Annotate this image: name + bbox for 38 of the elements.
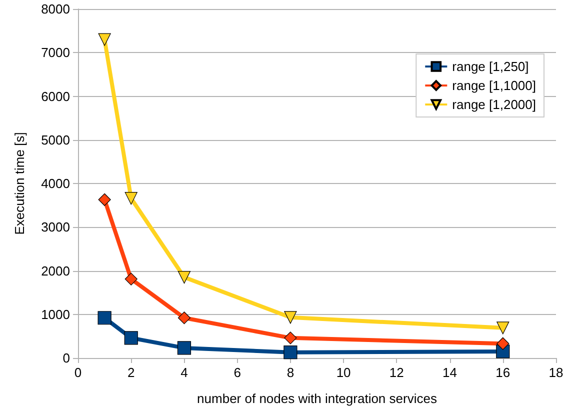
y-tick-label: 5000 [41,132,70,148]
x-tick-label: 6 [234,365,241,380]
y-axis-title: Execution time [s] [12,132,27,235]
legend-label: range [1,1000] [452,78,536,93]
point [98,193,111,206]
y-tick-label: 0 [62,350,70,366]
x-tick-label: 14 [442,365,458,380]
y-tick-label: 1000 [41,306,70,322]
x-tick-label: 2 [127,365,135,380]
point [98,311,112,325]
x-tick-label: 8 [286,365,294,380]
point [124,331,138,345]
point [178,312,191,324]
x-tick-label: 10 [336,365,351,380]
point [284,311,297,324]
y-tick-label: 6000 [41,88,70,104]
point [284,332,297,344]
point [496,322,510,334]
legend-label: range [1,2000] [452,97,536,112]
point [124,192,138,205]
legend-label: range [1,250] [452,59,529,74]
y-tick-label: 7000 [41,45,70,60]
x-tick-label: 0 [74,365,82,380]
y-tick-label: 3000 [41,220,70,235]
point [124,272,138,286]
x-tick-label: 18 [548,365,564,380]
x-tick-label: 16 [496,365,510,380]
point [178,270,191,284]
point [98,33,111,46]
y-tick-label: 2000 [41,263,70,278]
point [284,346,298,360]
x-tick-label: 12 [389,365,404,380]
point [177,341,192,355]
point [496,337,510,350]
x-axis-title: number of nodes with integration services [197,391,438,406]
y-tick-label: 8000 [41,2,70,16]
x-tick-label: 4 [180,365,188,380]
y-tick-label: 4000 [41,176,70,191]
